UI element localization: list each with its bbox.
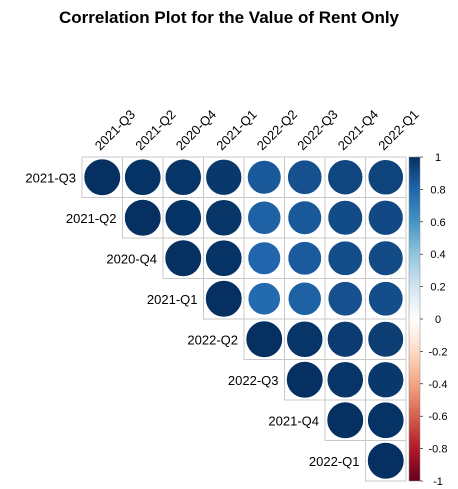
correlation-circle-2020-Q4-2020-Q4 [164,239,202,277]
correlation-circle-2020-Q4-2022-Q2 [247,241,281,275]
colorbar-tick-label: -0.6 [429,411,448,423]
column-labels: 2021-Q32021-Q22020-Q42021-Q12022-Q22022-… [92,107,422,153]
chart-title: Correlation Plot for the Value of Rent O… [59,8,400,27]
correlation-circle-2021-Q1-2022-Q2 [247,282,281,316]
grid-cell [365,440,407,482]
correlation-circle-2021-Q2-2020-Q4 [164,199,202,237]
correlation-circle-2022-Q3-2021-Q4 [326,361,364,399]
correlation-circle-2021-Q3-2021-Q4 [327,159,364,196]
correlation-circle-2021-Q3-2022-Q1 [367,159,404,196]
row-label: 2022-Q3 [228,373,279,388]
colorbar-tick-label: 0.4 [430,249,445,261]
row-label: 2021-Q2 [66,211,117,226]
correlation-circle-2021-Q2-2022-Q1 [368,200,404,236]
colorbar-gradient [408,156,421,482]
correlation-circle-2021-Q3-2022-Q3 [287,159,323,195]
colorbar-tick-label: 0.2 [430,282,445,294]
row-label: 2021-Q3 [25,170,76,185]
correlation-circle-2021-Q1-2022-Q1 [368,281,404,317]
correlation-circle-2021-Q2-2021-Q2 [124,199,162,237]
colorbar-tick-label: -1 [433,476,443,488]
correlation-circle-2021-Q2-2021-Q4 [327,200,363,236]
row-label: 2020-Q4 [106,251,157,266]
column-label: 2022-Q2 [254,107,300,153]
correlation-circle-2022-Q2-2022-Q1 [367,321,404,358]
column-label: 2020-Q4 [173,107,219,153]
column-label: 2021-Q1 [213,107,259,153]
correlation-circle-2021-Q1-2021-Q1 [205,280,243,318]
correlation-circle-2022-Q2-2022-Q3 [286,320,324,358]
row-label: 2021-Q4 [268,413,319,428]
column-label: 2022-Q1 [375,107,421,153]
correlation-circle-2022-Q3-2022-Q3 [286,361,324,399]
correlation-circle-2021-Q3-2020-Q4 [164,158,202,196]
correlation-circle-2022-Q1-2022-Q1 [367,442,405,480]
correlation-circle-2020-Q4-2022-Q3 [287,241,322,276]
correlation-circle-2022-Q3-2022-Q1 [367,361,405,399]
correlation-circle-2022-Q2-2022-Q2 [245,320,283,358]
correlation-circle-2021-Q2-2022-Q2 [247,200,282,235]
correlation-circle-2021-Q2-2022-Q3 [287,200,322,235]
colorbar-tick-label: 0.8 [430,184,445,196]
colorbar-tick-label: -0.8 [429,444,448,456]
colorbar-tick-label: 0 [435,314,441,326]
row-label: 2021-Q1 [147,292,198,307]
correlation-circle-2021-Q2-2021-Q1 [205,199,243,237]
colorbar-tick-label: -0.2 [429,346,448,358]
column-label: 2021-Q2 [132,107,178,153]
row-label: 2022-Q1 [309,454,360,469]
correlation-circle-2021-Q4-2021-Q4 [326,401,364,439]
correlation-circle-2020-Q4-2021-Q4 [327,240,363,276]
column-label: 2021-Q3 [92,107,138,153]
column-label: 2022-Q3 [294,107,340,153]
grid-lines [81,156,407,482]
correlation-circle-2021-Q1-2022-Q3 [287,281,322,316]
correlation-circle-2021-Q1-2021-Q4 [327,281,363,317]
row-label: 2022-Q2 [187,332,238,347]
colorbar-tick-label: -0.4 [429,379,448,391]
column-label: 2021-Q4 [335,107,381,153]
correlation-circle-2021-Q3-2021-Q3 [83,158,121,196]
correlation-circle-2021-Q3-2022-Q2 [247,160,282,195]
correlation-circle-2022-Q2-2021-Q4 [327,321,364,358]
correlation-circle-2020-Q4-2021-Q1 [205,239,243,277]
correlation-circle-2020-Q4-2022-Q1 [368,240,404,276]
colorbar: 1 0.8 0.6 0.4 0.2 0 -0.2 -0.4 -0.6 -0.8 -1 [408,152,448,488]
colorbar-tick-label: 0.6 [430,217,445,229]
correlation-cells [83,158,405,480]
colorbar-tick-label: 1 [435,152,441,164]
correlation-circle-2021-Q4-2022-Q1 [367,401,405,439]
correlation-circle-2021-Q3-2021-Q1 [205,158,243,196]
row-labels: 2021-Q3 2021-Q2 2020-Q4 2021-Q1 2022-Q2 2022-… [25,170,359,469]
correlation-circle-2021-Q3-2021-Q2 [124,158,162,196]
